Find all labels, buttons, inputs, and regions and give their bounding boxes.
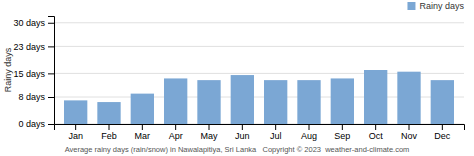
tick-mark bbox=[109, 124, 110, 130]
grid-line bbox=[54, 46, 464, 47]
tick: Jul bbox=[270, 124, 282, 141]
tick: Mar bbox=[135, 124, 151, 141]
tick: 0 days bbox=[18, 119, 54, 129]
tick: Dec bbox=[434, 124, 451, 141]
tick-mark bbox=[48, 23, 54, 24]
tick: 8 days bbox=[18, 92, 54, 102]
tick: Sep bbox=[334, 124, 350, 141]
tick: Aug bbox=[301, 124, 317, 141]
tick-mark bbox=[409, 124, 410, 130]
tick: Jun bbox=[235, 124, 250, 141]
tick-label: 15 days bbox=[13, 69, 45, 79]
tick-label: Dec bbox=[434, 131, 451, 141]
bar bbox=[131, 94, 154, 124]
tick-label: 23 days bbox=[13, 42, 45, 52]
tick-mark bbox=[48, 124, 54, 125]
tick-label: Jan bbox=[68, 131, 83, 141]
tick-mark bbox=[309, 124, 310, 130]
tick-mark bbox=[442, 124, 443, 130]
tick-mark bbox=[48, 97, 54, 98]
tick-mark bbox=[48, 73, 54, 74]
tick: Apr bbox=[169, 124, 183, 141]
grid-line bbox=[54, 22, 464, 23]
tick-label: Jul bbox=[270, 131, 282, 141]
tick-label: May bbox=[200, 131, 218, 141]
bar bbox=[331, 78, 354, 124]
tick: Feb bbox=[101, 124, 117, 141]
legend-item: Rainy days bbox=[407, 1, 464, 11]
tick-label: 0 days bbox=[18, 119, 45, 129]
tick-label: Sep bbox=[334, 131, 350, 141]
bar bbox=[364, 70, 387, 124]
tick-mark bbox=[142, 124, 143, 130]
tick-mark bbox=[209, 124, 210, 130]
tick: 15 days bbox=[13, 69, 54, 79]
tick-mark bbox=[375, 124, 376, 130]
tick-mark bbox=[75, 124, 76, 130]
grid bbox=[54, 23, 464, 124]
x-axis-title: Average rainy days (rain/snow) in Nawala… bbox=[65, 145, 410, 154]
bar bbox=[431, 80, 454, 124]
tick: Nov bbox=[401, 124, 418, 141]
axis-line bbox=[55, 125, 465, 131]
x-axis: Jan Feb Mar Apr May Jun Jul Aug Sep Oct Nov Dec bbox=[55, 124, 465, 141]
tick-label: Feb bbox=[101, 131, 117, 141]
tick-mark bbox=[275, 124, 276, 130]
legend-label: Rainy days bbox=[419, 1, 464, 11]
tick: Oct bbox=[369, 124, 384, 141]
y-axis-title: Rainy days bbox=[3, 47, 13, 92]
tick-mark bbox=[175, 124, 176, 130]
tick: Jan bbox=[68, 124, 83, 141]
chart: Jan Feb Mar Apr May Jun Jul Aug Sep Oct Nov Dec 0 da… bbox=[0, 0, 474, 156]
legend: Rainy days bbox=[407, 1, 464, 11]
tick-label: 30 days bbox=[13, 18, 45, 28]
tick: May bbox=[200, 124, 218, 141]
tick-label: Nov bbox=[401, 131, 418, 141]
legend-swatch bbox=[407, 2, 415, 10]
tick-mark bbox=[242, 124, 243, 130]
bar bbox=[297, 80, 320, 124]
tick-label: Jun bbox=[235, 131, 250, 141]
y-axis: 0 days 8 days 15 days 23 days 30 days bbox=[13, 17, 54, 130]
tick-label: Oct bbox=[369, 131, 384, 141]
plot: Jan Feb Mar Apr May Jun Jul Aug Sep Oct Nov Dec 0 da… bbox=[13, 17, 464, 142]
tick-label: Apr bbox=[169, 131, 183, 141]
bar bbox=[231, 75, 254, 124]
tick-mark bbox=[48, 46, 54, 47]
tick-label: Aug bbox=[301, 131, 317, 141]
bar bbox=[397, 72, 420, 124]
bar bbox=[264, 80, 287, 124]
bar bbox=[164, 78, 187, 124]
bar bbox=[197, 80, 220, 124]
tick: 23 days bbox=[13, 42, 54, 52]
bar bbox=[64, 100, 87, 124]
tick-label: Mar bbox=[135, 131, 151, 141]
bar bbox=[97, 102, 120, 124]
axis-line bbox=[48, 17, 55, 125]
tick: 30 days bbox=[13, 18, 54, 28]
bars bbox=[64, 70, 454, 124]
tick-label: 8 days bbox=[18, 92, 45, 102]
tick-mark bbox=[342, 124, 343, 130]
